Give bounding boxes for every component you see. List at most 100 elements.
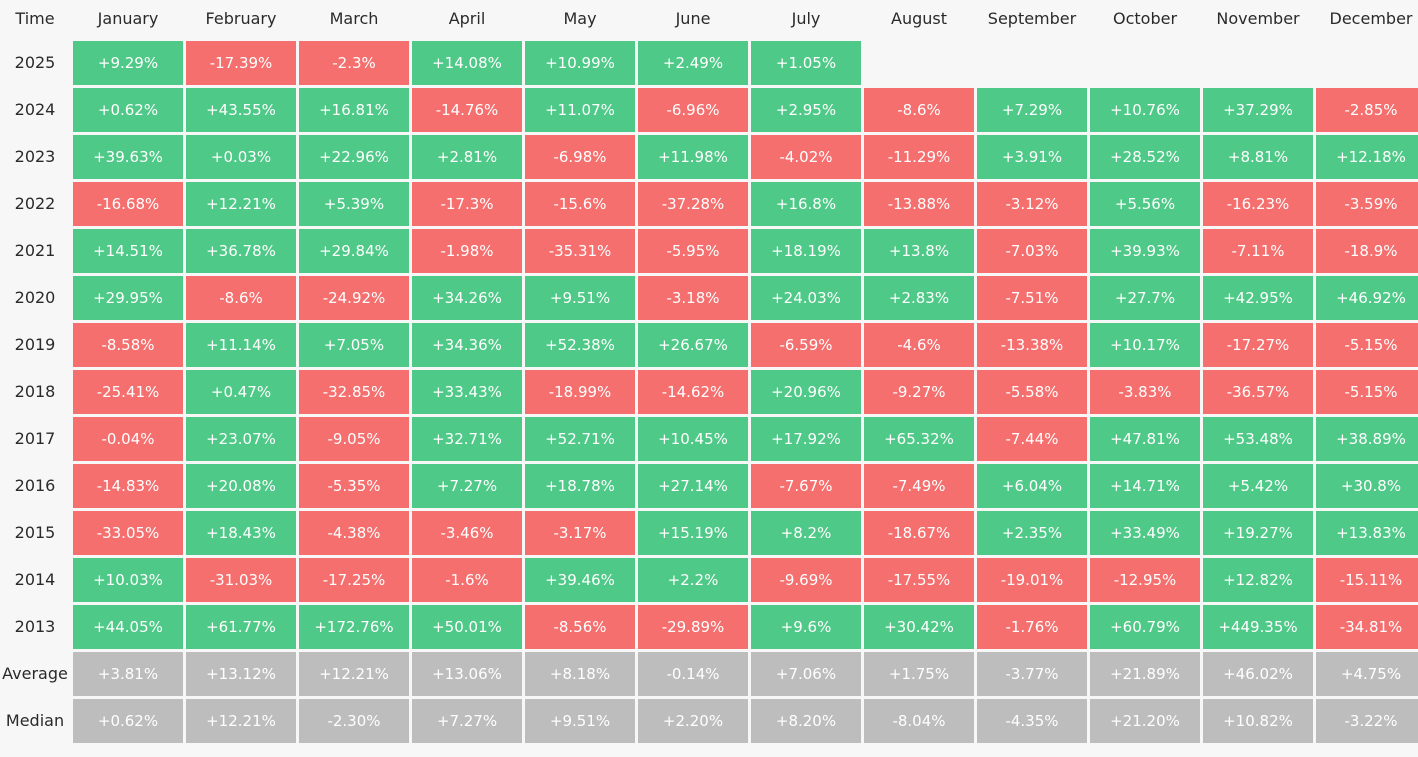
return-cell: +15.19% xyxy=(638,511,748,555)
return-cell: -5.15% xyxy=(1316,323,1418,367)
return-cell: +16.8% xyxy=(751,182,861,226)
month-header-february[interactable]: February xyxy=(205,9,277,28)
return-cell: +14.08% xyxy=(412,41,522,85)
month-header-april[interactable]: April xyxy=(448,9,486,28)
return-cell: -18.67% xyxy=(864,511,974,555)
stat-label-average: Average xyxy=(2,664,68,683)
average-cell: +4.75% xyxy=(1316,652,1418,696)
return-cell: -5.35% xyxy=(299,464,409,508)
return-cell: +0.62% xyxy=(73,88,183,132)
return-cell: +13.8% xyxy=(864,229,974,273)
return-cell: +9.6% xyxy=(751,605,861,649)
return-cell: +33.43% xyxy=(412,370,522,414)
return-cell: +12.82% xyxy=(1203,558,1313,602)
median-cell: -4.35% xyxy=(977,699,1087,743)
return-cell: +1.05% xyxy=(751,41,861,85)
return-cell: -7.03% xyxy=(977,229,1087,273)
return-cell: -18.9% xyxy=(1316,229,1418,273)
year-label-2015: 2015 xyxy=(14,523,56,542)
return-cell: +28.52% xyxy=(1090,135,1200,179)
return-cell: +44.05% xyxy=(73,605,183,649)
return-cell: -25.41% xyxy=(73,370,183,414)
average-cell: +46.02% xyxy=(1203,652,1313,696)
return-cell: +5.39% xyxy=(299,182,409,226)
year-label-2022: 2022 xyxy=(14,194,56,213)
return-cell: -17.27% xyxy=(1203,323,1313,367)
median-cell: +12.21% xyxy=(186,699,296,743)
return-cell: +27.14% xyxy=(638,464,748,508)
return-cell: +9.29% xyxy=(73,41,183,85)
return-cell: +9.51% xyxy=(525,276,635,320)
return-cell: +10.17% xyxy=(1090,323,1200,367)
return-cell: +0.47% xyxy=(186,370,296,414)
return-cell: -8.58% xyxy=(73,323,183,367)
return-cell: -4.6% xyxy=(864,323,974,367)
average-cell: +12.21% xyxy=(299,652,409,696)
return-cell: +37.29% xyxy=(1203,88,1313,132)
median-cell: -2.30% xyxy=(299,699,409,743)
return-cell: +38.89% xyxy=(1316,417,1418,461)
return-cell: +2.81% xyxy=(412,135,522,179)
median-cell: +8.20% xyxy=(751,699,861,743)
return-cell: +39.46% xyxy=(525,558,635,602)
average-cell: +1.75% xyxy=(864,652,974,696)
return-cell: +2.35% xyxy=(977,511,1087,555)
month-header-july[interactable]: July xyxy=(791,9,821,28)
return-cell: +34.26% xyxy=(412,276,522,320)
return-cell: -17.55% xyxy=(864,558,974,602)
return-cell: -6.96% xyxy=(638,88,748,132)
return-cell: -9.05% xyxy=(299,417,409,461)
month-header-may[interactable]: May xyxy=(563,9,597,28)
return-cell: +20.08% xyxy=(186,464,296,508)
return-cell: +8.2% xyxy=(751,511,861,555)
median-cell: +10.82% xyxy=(1203,699,1313,743)
month-header-march[interactable]: March xyxy=(329,9,379,28)
return-cell: +14.71% xyxy=(1090,464,1200,508)
return-cell: +18.43% xyxy=(186,511,296,555)
return-cell: -33.05% xyxy=(73,511,183,555)
return-cell xyxy=(864,41,974,85)
month-header-november[interactable]: November xyxy=(1216,9,1300,28)
return-cell xyxy=(1203,41,1313,85)
return-cell: -31.03% xyxy=(186,558,296,602)
return-cell: +39.63% xyxy=(73,135,183,179)
return-cell: +30.42% xyxy=(864,605,974,649)
median-cell: +7.27% xyxy=(412,699,522,743)
return-cell: +20.96% xyxy=(751,370,861,414)
return-cell: +32.71% xyxy=(412,417,522,461)
average-cell: +8.18% xyxy=(525,652,635,696)
return-cell: +5.42% xyxy=(1203,464,1313,508)
return-cell: -9.27% xyxy=(864,370,974,414)
month-header-june[interactable]: June xyxy=(675,9,711,28)
return-cell: -3.59% xyxy=(1316,182,1418,226)
return-cell: -15.11% xyxy=(1316,558,1418,602)
return-cell: +17.92% xyxy=(751,417,861,461)
return-cell xyxy=(1090,41,1200,85)
stat-label-median: Median xyxy=(5,711,65,730)
return-cell: +13.83% xyxy=(1316,511,1418,555)
median-cell: -3.22% xyxy=(1316,699,1418,743)
return-cell: -32.85% xyxy=(299,370,409,414)
return-cell: +8.81% xyxy=(1203,135,1313,179)
return-cell: -7.44% xyxy=(977,417,1087,461)
month-header-september[interactable]: September xyxy=(987,9,1077,28)
return-cell: +29.95% xyxy=(73,276,183,320)
year-label-2018: 2018 xyxy=(14,382,56,401)
return-cell: -8.56% xyxy=(525,605,635,649)
return-cell: -14.62% xyxy=(638,370,748,414)
month-header-august[interactable]: August xyxy=(891,9,947,28)
return-cell: +10.03% xyxy=(73,558,183,602)
average-cell: +13.12% xyxy=(186,652,296,696)
year-label-2020: 2020 xyxy=(14,288,56,307)
return-cell: +18.78% xyxy=(525,464,635,508)
month-header-january[interactable]: January xyxy=(97,9,159,28)
return-cell: +36.78% xyxy=(186,229,296,273)
month-header-december[interactable]: December xyxy=(1329,9,1413,28)
average-cell: +3.81% xyxy=(73,652,183,696)
median-cell: -8.04% xyxy=(864,699,974,743)
return-cell: -5.95% xyxy=(638,229,748,273)
return-cell: +52.71% xyxy=(525,417,635,461)
month-header-october[interactable]: October xyxy=(1112,9,1178,28)
return-cell: +10.45% xyxy=(638,417,748,461)
